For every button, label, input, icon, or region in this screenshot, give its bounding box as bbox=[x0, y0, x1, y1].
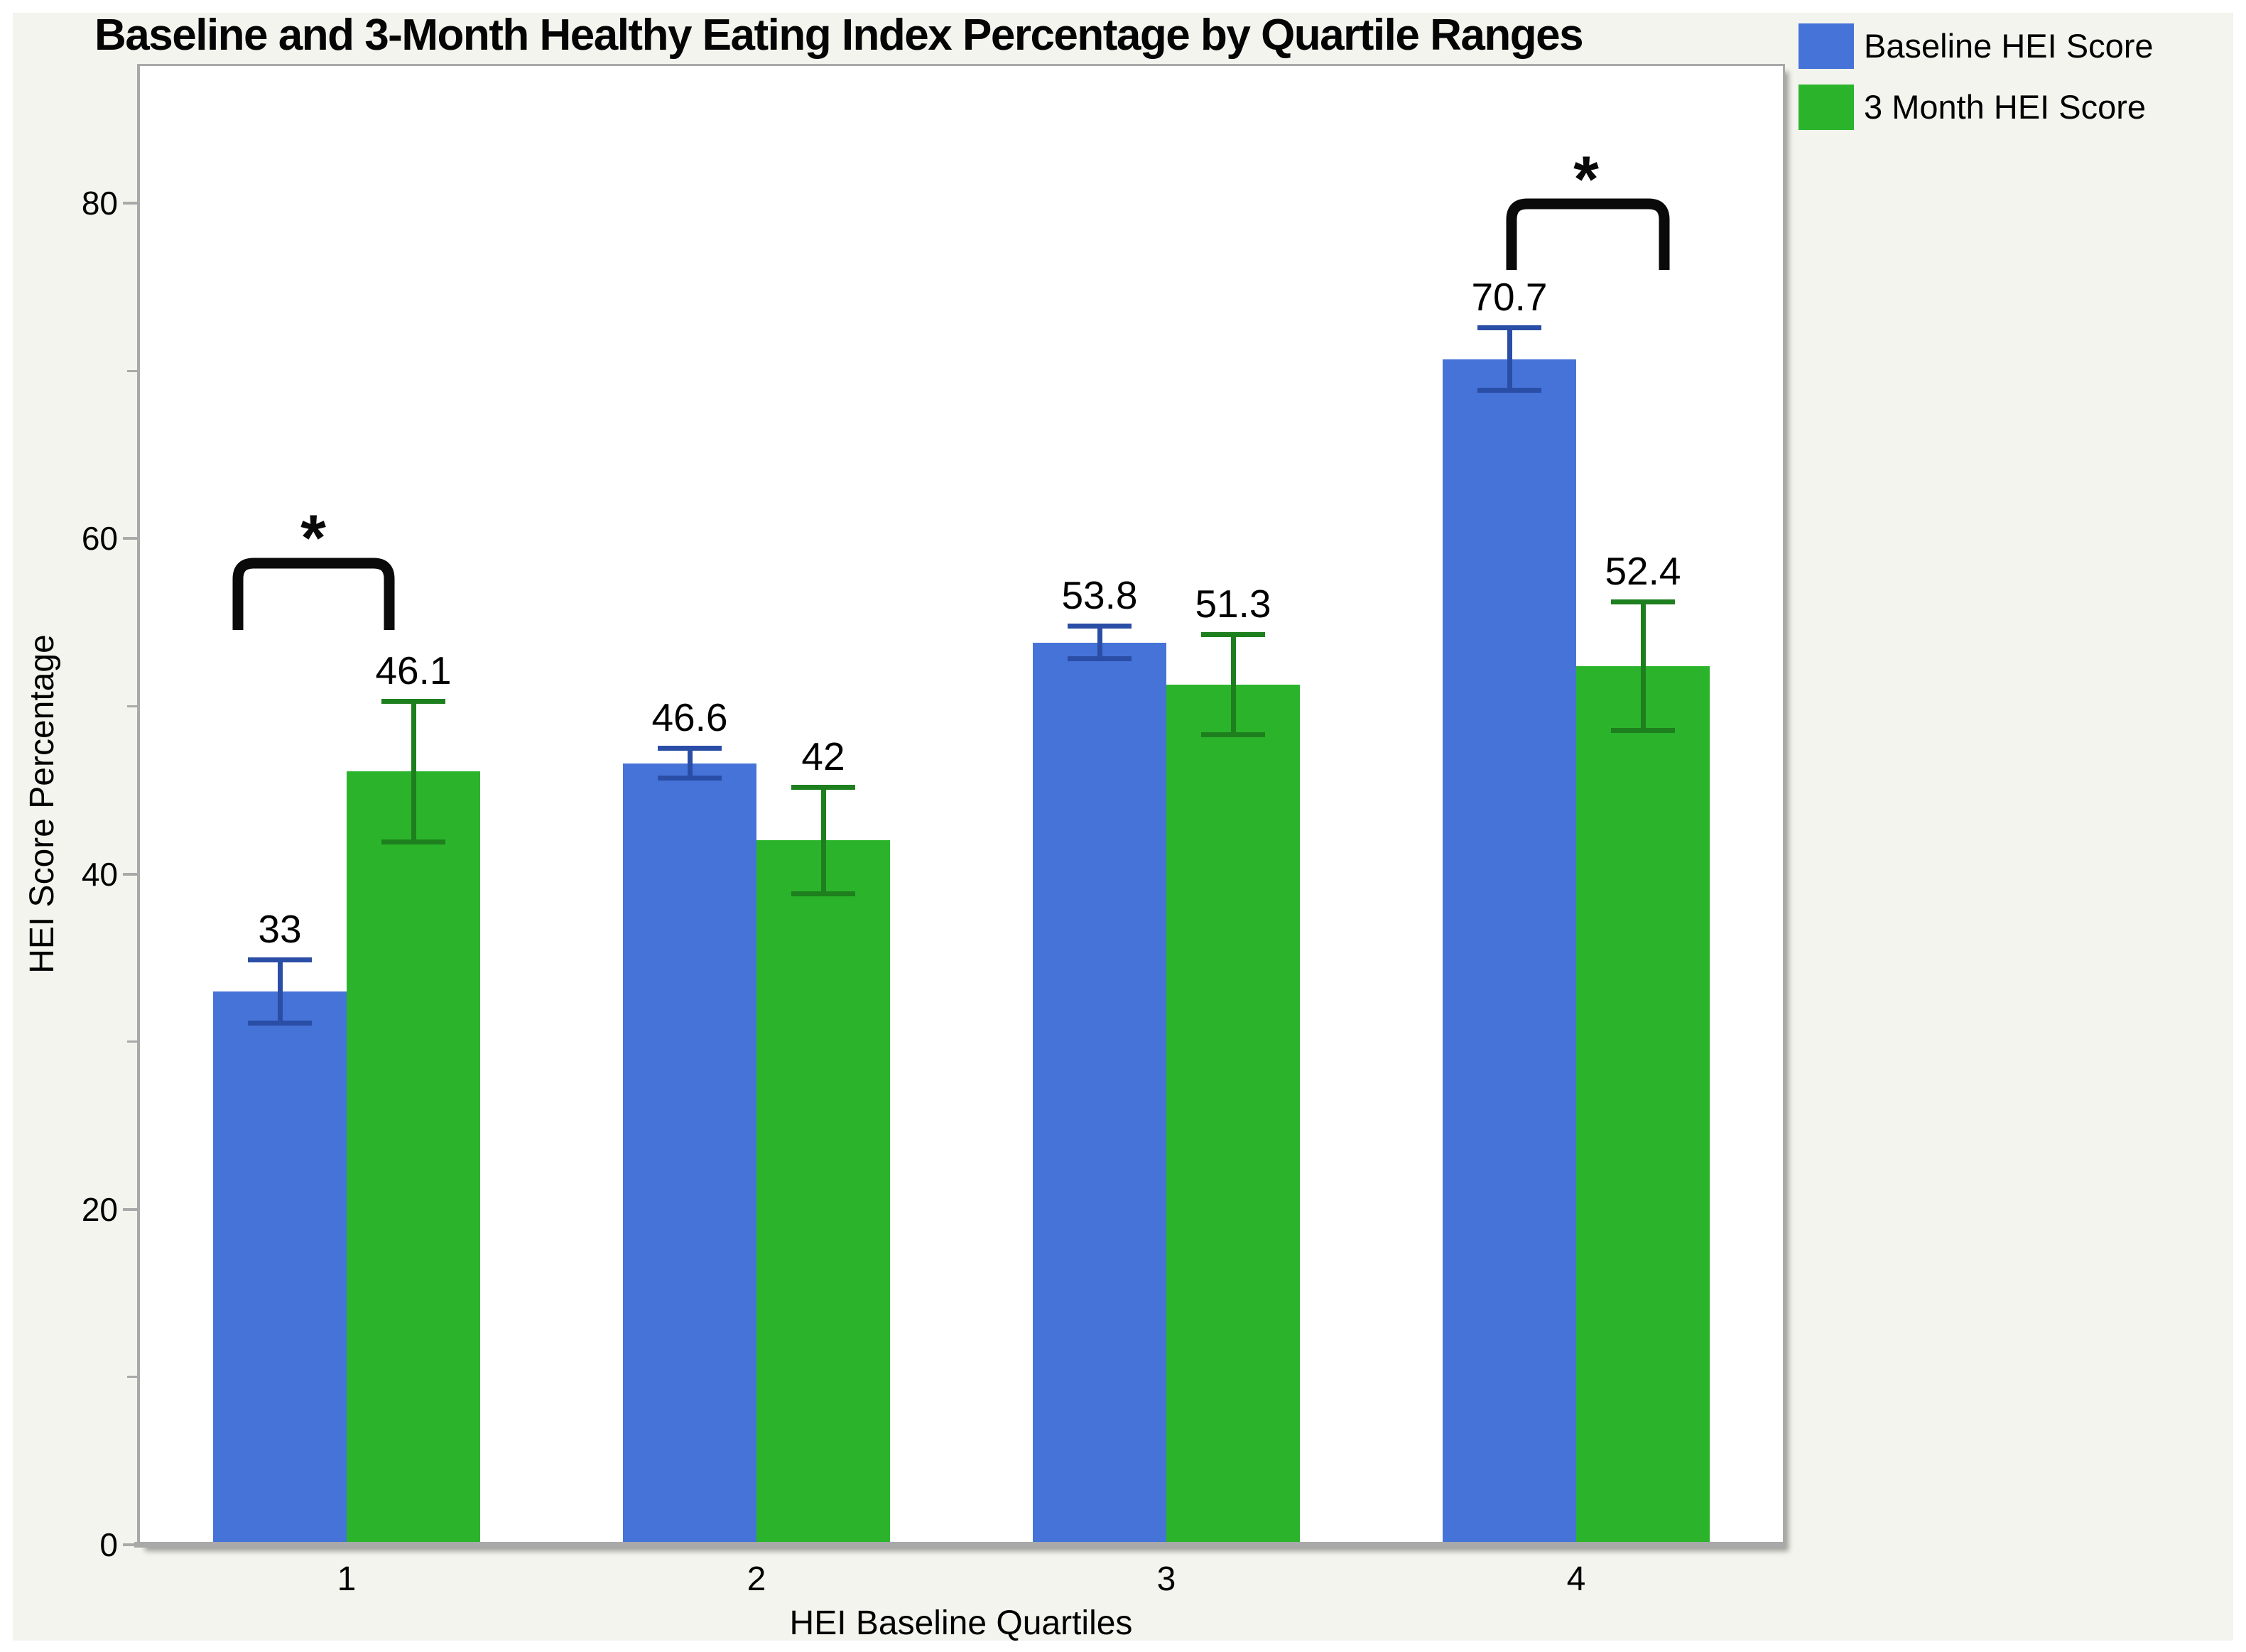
y-axis-minor-tick bbox=[127, 1040, 140, 1043]
bar-3month-q1 bbox=[347, 771, 480, 1543]
bar-value-label: 53.8 bbox=[1061, 573, 1138, 618]
error-bar-bottom-cap bbox=[791, 891, 855, 896]
bar-baseline-q4 bbox=[1443, 359, 1576, 1543]
bar-value-label: 42 bbox=[801, 734, 845, 778]
bar-value-label: 46.6 bbox=[651, 695, 728, 740]
y-axis-tick-label: 80 bbox=[81, 185, 118, 222]
x-axis-category-label: 4 bbox=[1566, 1560, 1586, 1598]
bar-3month-q4 bbox=[1576, 665, 1710, 1543]
y-axis-minor-tick bbox=[127, 1376, 140, 1379]
bar-baseline-q2 bbox=[623, 763, 756, 1543]
error-bar-line bbox=[1507, 327, 1512, 391]
legend-swatch-baseline bbox=[1799, 23, 1854, 69]
bar-baseline-q1 bbox=[213, 991, 347, 1543]
error-bar-top-cap bbox=[658, 746, 722, 751]
error-bar-line bbox=[1640, 601, 1646, 731]
error-bar-line bbox=[1097, 626, 1102, 660]
error-bar-bottom-cap bbox=[1477, 388, 1541, 393]
error-bar-top-cap bbox=[248, 957, 312, 962]
y-axis-major-tick bbox=[123, 872, 140, 876]
error-bar-top-cap bbox=[381, 699, 445, 705]
y-axis-tick-label: 40 bbox=[81, 855, 118, 893]
y-axis-tick-label: 60 bbox=[81, 520, 118, 558]
bar-3month-q2 bbox=[756, 840, 890, 1543]
significance-star-quartile4: * bbox=[1573, 143, 1599, 216]
x-axis-category-label: 1 bbox=[337, 1560, 357, 1598]
x-axis-category-label: 2 bbox=[747, 1560, 766, 1598]
bar-baseline-q3 bbox=[1033, 642, 1166, 1543]
bar-value-label: 52.4 bbox=[1605, 548, 1681, 593]
legend-label-3month: 3 Month HEI Score bbox=[1864, 88, 2147, 126]
error-bar-line bbox=[687, 748, 693, 778]
significance-star-quartile1: * bbox=[300, 502, 326, 575]
error-bar-top-cap bbox=[791, 784, 855, 790]
error-bar-line bbox=[411, 701, 416, 842]
error-bar-bottom-cap bbox=[1068, 656, 1132, 662]
x-axis-title: HEI Baseline Quartiles bbox=[789, 1604, 1133, 1642]
error-bar-top-cap bbox=[1477, 325, 1541, 330]
y-axis-minor-tick bbox=[127, 369, 140, 372]
bar-value-label: 33 bbox=[258, 906, 302, 951]
error-bar-bottom-cap bbox=[1201, 732, 1265, 737]
bar-value-label: 70.7 bbox=[1471, 274, 1548, 319]
legend-swatch-3month bbox=[1799, 85, 1854, 130]
legend-label-baseline: Baseline HEI Score bbox=[1864, 27, 2154, 65]
error-bar-line bbox=[277, 959, 283, 1023]
y-axis-major-tick bbox=[123, 202, 140, 205]
error-bar-line bbox=[1230, 634, 1236, 735]
bar-3month-q3 bbox=[1166, 684, 1300, 1543]
error-bar-top-cap bbox=[1611, 599, 1675, 604]
y-axis-major-tick bbox=[123, 1543, 140, 1546]
y-axis-tick-label: 20 bbox=[81, 1190, 118, 1228]
error-bar-bottom-cap bbox=[248, 1020, 312, 1026]
y-axis-minor-tick bbox=[127, 705, 140, 707]
error-bar-top-cap bbox=[1201, 631, 1265, 637]
error-bar-top-cap bbox=[1068, 624, 1132, 629]
y-axis-major-tick bbox=[123, 1207, 140, 1211]
chart-title: Baseline and 3-Month Healthy Eating Inde… bbox=[94, 11, 1584, 60]
y-axis-tick-label: 0 bbox=[99, 1526, 118, 1563]
y-axis-title: HEI Score Percentage bbox=[23, 634, 61, 974]
bar-value-label: 51.3 bbox=[1195, 581, 1271, 626]
error-bar-bottom-cap bbox=[658, 775, 722, 781]
x-axis-line bbox=[134, 1542, 1785, 1548]
error-bar-line bbox=[820, 786, 826, 894]
error-bar-bottom-cap bbox=[381, 839, 445, 844]
bar-value-label: 46.1 bbox=[375, 648, 452, 693]
x-axis-category-label: 3 bbox=[1156, 1560, 1176, 1598]
y-axis-major-tick bbox=[123, 537, 140, 540]
error-bar-bottom-cap bbox=[1611, 727, 1675, 733]
